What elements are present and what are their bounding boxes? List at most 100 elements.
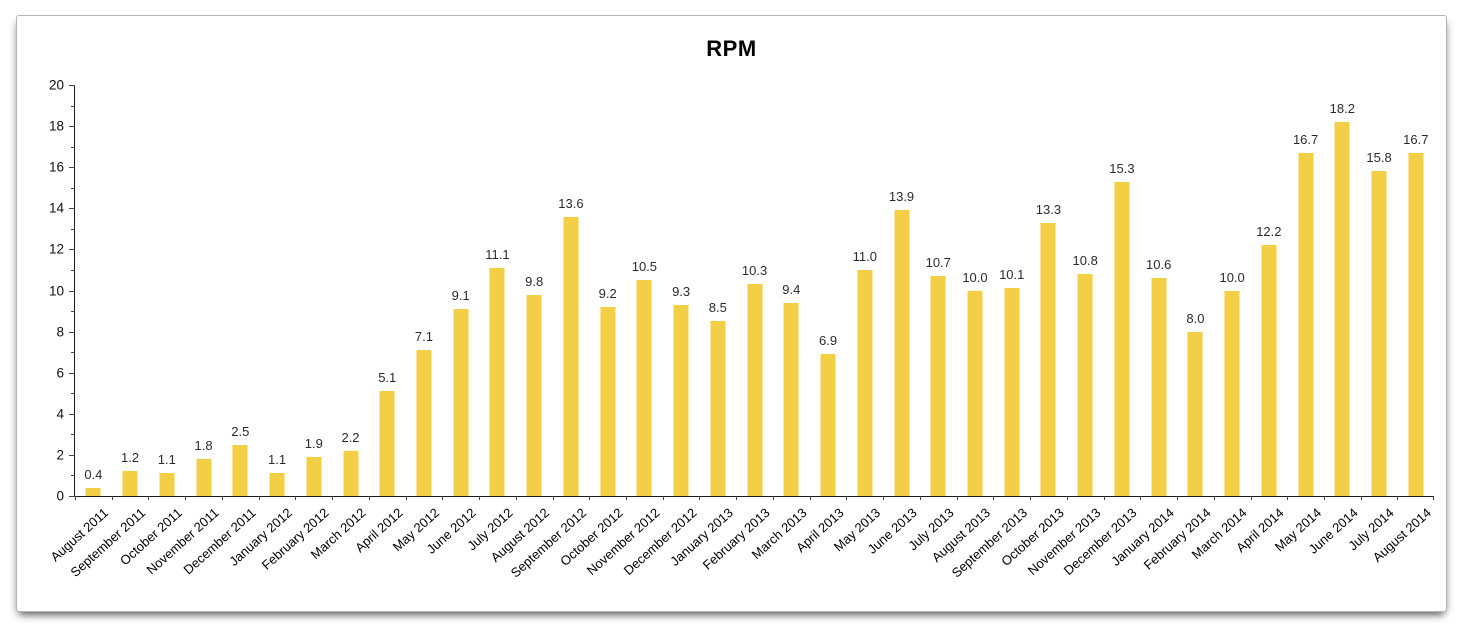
y-axis-tick [69, 372, 75, 374]
bar-value-label: 12.2 [1256, 224, 1282, 240]
x-axis-tick [552, 496, 554, 500]
bar-slot: 2.2 March 2012 [307, 85, 369, 562]
x-axis-tick [1213, 496, 1215, 500]
y-axis-tick [71, 105, 75, 107]
y-axis-tick-label: 14 [48, 200, 64, 216]
bar [1187, 331, 1203, 496]
bar-value-label: 13.9 [888, 189, 915, 205]
bar-value-label: 1.8 [194, 438, 213, 454]
y-axis-tick [71, 269, 75, 271]
y-axis-tick [69, 167, 75, 169]
x-axis-tick [295, 496, 297, 500]
y-axis-tick [69, 413, 75, 415]
bar-slot: 13.9 June 2013 [864, 85, 920, 556]
bar-slot: 6.9 April 2013 [793, 85, 847, 555]
bar-value-label: 18.2 [1329, 101, 1355, 116]
x-axis-tick [736, 496, 738, 500]
x-axis-tick [185, 496, 187, 500]
y-axis-tick [71, 434, 75, 436]
bar [563, 216, 579, 496]
bar-value-label: 11.0 [852, 248, 877, 264]
y-axis-tick-label: 2 [56, 447, 64, 463]
bar-slot: 10.3 February 2013 [700, 85, 773, 572]
x-axis-tick [75, 496, 76, 500]
bar [1077, 274, 1093, 496]
x-axis-tick [956, 496, 958, 500]
bar-value-label: 9.8 [525, 273, 544, 289]
bar-value-label: 9.2 [598, 285, 617, 301]
x-axis-tick [809, 496, 811, 500]
bar-value-label: 9.1 [451, 288, 470, 303]
chart-title: RPM [706, 36, 757, 61]
x-axis-tick [515, 496, 517, 500]
bar [930, 276, 946, 496]
bar-value-label: 16.7 [1292, 131, 1319, 147]
x-axis-tick [258, 496, 260, 500]
bar-value-label: 2.5 [231, 423, 250, 439]
bar [673, 304, 689, 496]
y-axis-tick [71, 352, 75, 354]
plot-area: 0 2 4 6 8 10 12 14 16 18 20 0.4 August 2011 1.2 Septe… [48, 78, 1435, 580]
x-axis-tick [148, 496, 150, 500]
bar [967, 290, 983, 496]
x-axis-tick [368, 496, 370, 500]
y-axis-tick-label: 16 [48, 159, 64, 175]
bar-slot: 15.8 July 2014 [1346, 85, 1398, 553]
bar-value-label: 1.1 [157, 452, 176, 468]
bar-value-label: 8.5 [708, 300, 727, 316]
x-axis-tick [883, 496, 885, 500]
y-axis-tick [71, 475, 75, 477]
y-axis-tick [69, 85, 75, 86]
x-axis-tick [1323, 496, 1325, 500]
bar-value-label: 15.8 [1366, 150, 1392, 166]
bar [489, 267, 505, 496]
y-axis-tick [69, 208, 75, 210]
x-axis-tick [1287, 496, 1289, 500]
y-axis-tick [69, 331, 75, 333]
bar [1408, 152, 1424, 496]
bar-slot: 7.1 May 2012 [390, 85, 443, 554]
bars-row: 0.4 August 2011 1.2 September 2011 1.1 Octobe… [48, 85, 1435, 580]
bar-slot: 1.2 September 2011 [67, 85, 149, 579]
bar [710, 321, 726, 496]
y-axis: 0 2 4 6 8 10 12 14 16 18 20 [49, 78, 1434, 504]
bar-value-label: 9.3 [672, 283, 691, 299]
y-axis-tick-label: 10 [48, 283, 64, 298]
bar-value-label: 1.9 [304, 435, 323, 451]
bar-value-label: 6.9 [819, 333, 838, 349]
bar [636, 280, 652, 496]
x-axis-tick [111, 496, 113, 500]
bar-slot: 0.4 August 2011 [48, 85, 112, 565]
x-axis-tick [662, 496, 664, 500]
bar-slot: 10.5 November 2012 [584, 85, 663, 578]
bar-value-label: 10.3 [741, 263, 768, 279]
x-axis-tick [1066, 496, 1068, 500]
bar-slot: 9.1 June 2012 [424, 85, 479, 557]
x-axis-tick [1140, 496, 1142, 500]
bar [122, 471, 138, 496]
bar [1224, 290, 1240, 496]
bar-slot: 1.1 January 2012 [227, 85, 296, 568]
bar [747, 284, 763, 496]
y-axis-tick [69, 249, 75, 251]
x-axis-tick [846, 496, 848, 500]
bar [159, 473, 175, 496]
y-axis-tick-label: 20 [48, 77, 64, 93]
y-axis-tick-label: 18 [48, 118, 64, 134]
bar-value-label: 1.1 [267, 452, 287, 468]
x-axis-tick [1250, 496, 1252, 500]
x-axis-tick [1397, 496, 1399, 500]
bar-value-label: 10.8 [1072, 253, 1098, 269]
bar-slot: 15.3 December 2013 [1061, 85, 1141, 578]
bar-value-label: 11.1 [485, 246, 510, 262]
bar-slot: 10.8 November 2013 [1024, 85, 1104, 578]
bar [1004, 288, 1020, 496]
bar [453, 309, 469, 496]
y-axis-tick [71, 228, 75, 230]
bar-value-label: 9.4 [782, 281, 801, 297]
bar-slot: 13.3 October 2013 [998, 85, 1067, 569]
bar-value-label: 0.4 [84, 466, 103, 482]
bar-slot: 1.8 November 2011 [144, 85, 222, 577]
bar-value-label: 10.7 [925, 255, 951, 271]
bar [232, 444, 248, 496]
